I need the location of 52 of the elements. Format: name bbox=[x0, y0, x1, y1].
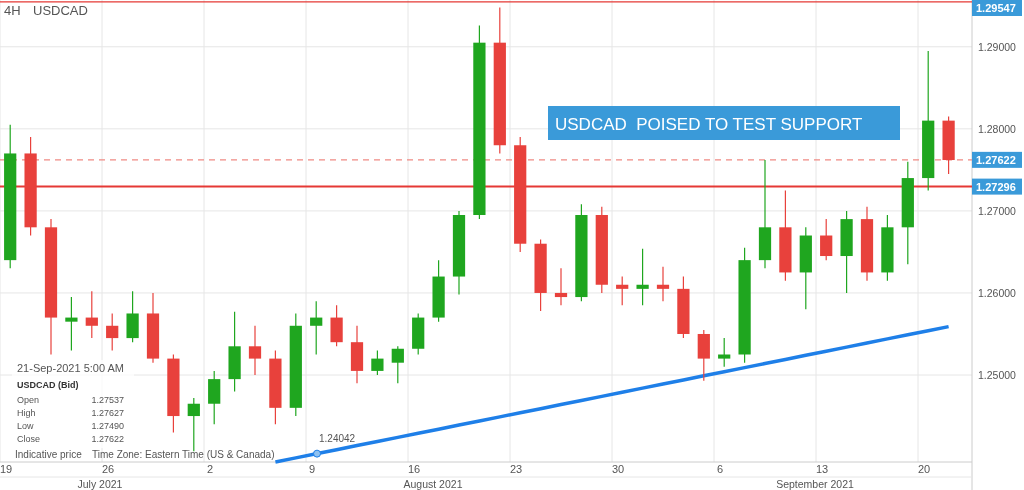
candlestick bbox=[65, 296, 78, 351]
candlestick bbox=[718, 337, 731, 368]
ref-line-label: 1.29547 bbox=[976, 2, 1016, 14]
annotation: Open bbox=[17, 395, 40, 405]
chart-title: 4H bbox=[4, 3, 21, 18]
candlestick bbox=[85, 290, 98, 339]
ref-line-label: 1.27296 bbox=[976, 180, 1016, 193]
candlestick bbox=[636, 248, 649, 306]
candlestick bbox=[616, 275, 629, 306]
chart-subtitle: USDCAD bbox=[33, 3, 88, 18]
text: August 2021 bbox=[403, 478, 463, 490]
text: September 2021 bbox=[776, 478, 854, 490]
y-tick-label: 1.28000 bbox=[978, 122, 1017, 135]
x-tick-label: 2 bbox=[206, 463, 214, 475]
x-tick-label: 19 bbox=[0, 463, 13, 475]
line-series bbox=[273, 324, 951, 464]
candlestick bbox=[248, 325, 262, 376]
x-tick-label: 23 bbox=[509, 463, 523, 475]
x-tick-label: 30 bbox=[611, 463, 625, 475]
candlestick bbox=[310, 300, 323, 356]
candlestick bbox=[820, 218, 833, 261]
x-tick-label: 16 bbox=[407, 463, 421, 475]
x-tick-label: 6 bbox=[716, 463, 724, 475]
annotation: Indicative price bbox=[15, 449, 83, 460]
x-tick-label: 20 bbox=[917, 463, 931, 475]
annotation: USDCAD POISED TO TEST SUPPORT bbox=[555, 115, 863, 134]
annotation: 1.27627 bbox=[91, 408, 124, 418]
x-tick-label: 9 bbox=[308, 463, 316, 475]
annotation: 1.24042 bbox=[319, 432, 356, 444]
annotation: 21-Sep-2021 5:00 AM bbox=[17, 362, 125, 374]
annotation: High bbox=[17, 408, 36, 418]
candlestick bbox=[187, 397, 200, 452]
candlestick bbox=[106, 312, 119, 351]
annotation: 1.27537 bbox=[91, 395, 124, 405]
candlestick bbox=[554, 267, 568, 306]
y-tick-label: 1.26000 bbox=[978, 286, 1017, 299]
candlestick bbox=[391, 345, 404, 384]
annotation: Close bbox=[17, 434, 41, 444]
candlestick bbox=[371, 349, 384, 376]
annotation: USDCAD (Bid) bbox=[17, 380, 79, 390]
y-tick-label: 1.25000 bbox=[978, 369, 1017, 382]
annotation: 1.27490 bbox=[91, 421, 124, 431]
y-tick-label: 1.29000 bbox=[978, 40, 1017, 53]
annotation: Low bbox=[17, 421, 35, 431]
x-tick-label: 26 bbox=[101, 463, 115, 475]
x-tick-label: 13 bbox=[815, 463, 829, 475]
ref-line-label: 1.27622 bbox=[976, 153, 1016, 166]
annotation: Time Zone: Eastern Time (US & Canada) bbox=[92, 449, 275, 460]
candlestick bbox=[656, 266, 670, 302]
y-tick-label: 1.27000 bbox=[978, 204, 1017, 217]
annotation: 1.27622 bbox=[91, 434, 124, 444]
text: July 2021 bbox=[77, 478, 123, 490]
